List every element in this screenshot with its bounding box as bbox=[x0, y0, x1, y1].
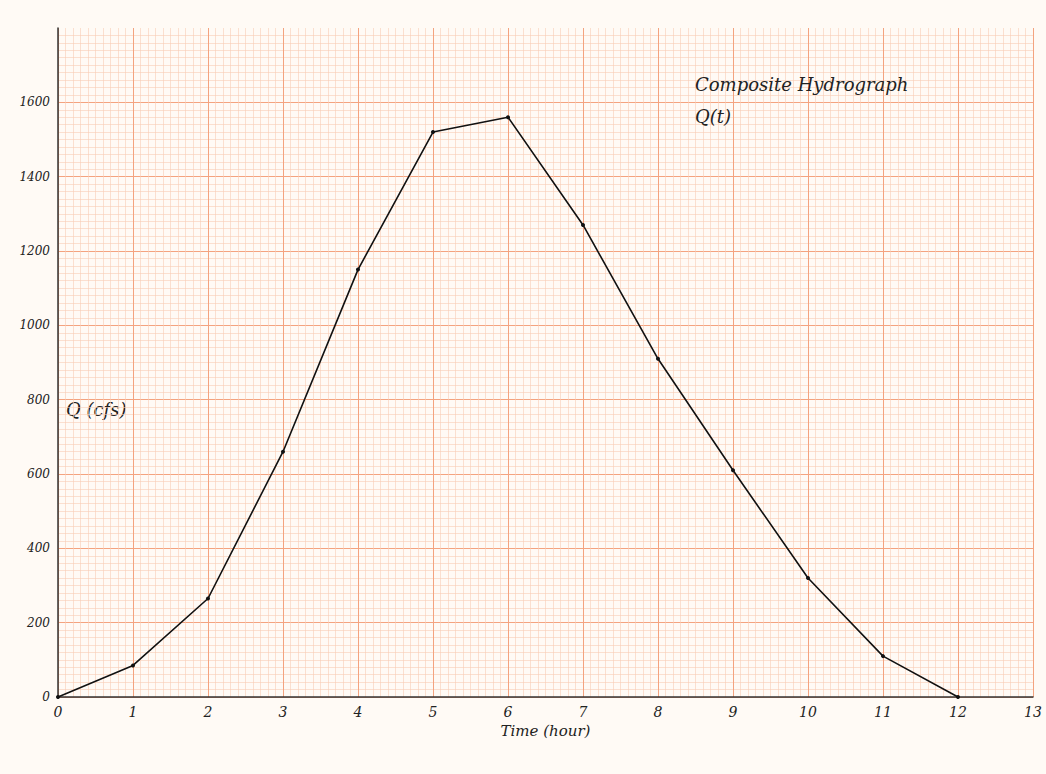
svg-text:1400: 1400 bbox=[19, 170, 50, 184]
svg-text:1200: 1200 bbox=[19, 244, 50, 258]
svg-text:1: 1 bbox=[129, 704, 138, 720]
svg-text:Time (hour): Time (hour) bbox=[501, 722, 591, 740]
svg-text:400: 400 bbox=[26, 541, 50, 555]
svg-text:5: 5 bbox=[429, 704, 438, 720]
svg-text:12: 12 bbox=[949, 704, 967, 720]
svg-text:Composite Hydrograph: Composite Hydrograph bbox=[695, 74, 908, 95]
svg-text:600: 600 bbox=[27, 467, 50, 481]
svg-text:7: 7 bbox=[579, 704, 588, 720]
svg-text:200: 200 bbox=[26, 616, 50, 630]
svg-text:1000: 1000 bbox=[19, 318, 50, 332]
svg-text:8: 8 bbox=[654, 704, 663, 720]
svg-text:3: 3 bbox=[279, 704, 288, 720]
svg-text:Q(t): Q(t) bbox=[695, 106, 731, 127]
svg-text:Q (cfs): Q (cfs) bbox=[66, 399, 127, 420]
svg-text:9: 9 bbox=[729, 704, 738, 720]
svg-text:10: 10 bbox=[799, 704, 817, 720]
svg-text:6: 6 bbox=[504, 704, 513, 720]
svg-text:11: 11 bbox=[874, 704, 892, 720]
svg-text:2: 2 bbox=[203, 704, 213, 720]
svg-text:1600: 1600 bbox=[19, 95, 50, 109]
svg-text:4: 4 bbox=[353, 704, 363, 720]
svg-text:0: 0 bbox=[54, 704, 63, 720]
svg-text:13: 13 bbox=[1024, 704, 1042, 720]
svg-text:0: 0 bbox=[42, 690, 50, 704]
svg-text:800: 800 bbox=[27, 393, 50, 407]
